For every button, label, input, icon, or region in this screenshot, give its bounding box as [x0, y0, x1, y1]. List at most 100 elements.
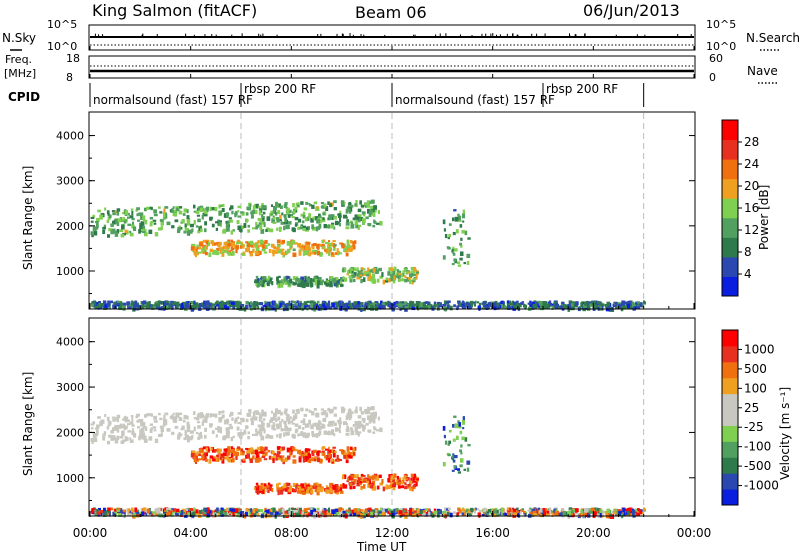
power-echo-cell: [376, 278, 380, 283]
velocity-echo-cell: [162, 423, 166, 427]
power-echo-cell: [237, 215, 242, 218]
velocity-echo-cell: [223, 419, 226, 425]
velocity-echo-cell: [562, 510, 566, 516]
velocity-echo-cell: [380, 507, 383, 511]
power-echo-cell: [599, 306, 602, 311]
velocity-echo-cell: [246, 453, 250, 459]
velocity-echo-cell: [305, 408, 309, 412]
velocity-echo-cell: [421, 511, 426, 516]
velocity-echo-cell: [159, 425, 164, 429]
power-echo-cell: [122, 302, 127, 306]
power-echo-cell: [398, 272, 401, 276]
velocity-echo-cell: [305, 488, 310, 494]
velocity-echo-cell: [373, 427, 377, 431]
colorbar-cell: [722, 120, 738, 141]
velocity-echo-cell: [387, 507, 390, 512]
power-echo-cell: [377, 210, 380, 215]
power-echo-cell: [277, 275, 281, 278]
power-echo-cell: [437, 303, 441, 308]
power-echo-cell: [368, 300, 372, 305]
power-echo-cell: [372, 224, 376, 228]
velocity-echo-cell: [366, 480, 370, 484]
velocity-echo-cell: [149, 428, 153, 433]
velocity-echo-cell: [519, 511, 522, 515]
velocity-echo-cell: [137, 426, 140, 429]
velocity-echo-cell: [157, 507, 161, 513]
velocity-echo-cell: [282, 458, 286, 462]
velocity-echo-cell: [170, 511, 174, 517]
power-echo-cell: [286, 211, 290, 216]
velocity-echo-cell: [593, 511, 597, 517]
power-echo-cell: [510, 302, 514, 306]
velocity-echo-cell: [255, 458, 260, 462]
power-echo-cell: [292, 208, 296, 211]
velocity-echo-cell: [289, 416, 292, 420]
velocity-echo-cell: [219, 426, 222, 430]
power-echo-cell: [122, 304, 126, 308]
velocity-echo-cell: [537, 507, 541, 510]
velocity-echo-cell: [99, 421, 103, 427]
power-echo-cell: [248, 303, 251, 308]
power-echo-cell: [451, 262, 455, 266]
noise-right-tick-top: 10^5: [706, 18, 736, 31]
colorbar-tick-label: 25: [744, 401, 759, 415]
power-echo-cell: [504, 305, 508, 310]
power-echo-cell: [114, 232, 119, 237]
power-echo-cell: [459, 251, 464, 256]
velocity-echo-cell: [184, 429, 187, 434]
velocity-echo-cell: [209, 413, 212, 418]
power-echo-cell: [272, 251, 275, 257]
power-echo-cell: [272, 300, 276, 306]
power-echo-cell: [366, 202, 370, 208]
velocity-echo-cell: [357, 477, 361, 482]
power-echo-cell: [391, 305, 395, 309]
colorbar-frame: [721, 329, 739, 506]
power-echo-cell: [424, 306, 429, 310]
power-echo-cell: [599, 302, 603, 307]
velocity-echo-cell: [210, 447, 213, 451]
power-echo-cell: [339, 242, 343, 245]
velocity-echo-cell: [136, 413, 140, 417]
velocity-echo-cell: [588, 509, 592, 512]
power-echo-cell: [107, 216, 111, 220]
velocity-echo-cell: [446, 512, 449, 516]
power-echo-cell: [362, 277, 366, 282]
velocity-echo-cell: [122, 423, 126, 427]
power-echo-cell: [452, 231, 456, 236]
power-echo-cell: [316, 300, 320, 304]
velocity-echo-cell: [120, 440, 125, 445]
velocity-echo-cell: [263, 428, 266, 434]
power-echo-cell: [268, 249, 272, 254]
velocity-echo-cell: [92, 421, 96, 425]
power-echo-cell: [363, 268, 366, 271]
power-echo-cell: [279, 280, 283, 284]
velocity-echo-cell: [300, 483, 305, 488]
power-echo-cell: [318, 215, 322, 219]
power-echo-cell: [237, 205, 242, 209]
velocity-echo-cell: [291, 422, 295, 425]
velocity-echo-cell: [529, 510, 533, 515]
velocity-echo-cell: [323, 507, 327, 513]
velocity-echo-cell: [344, 456, 349, 460]
velocity-echo-cell: [461, 436, 465, 441]
power-echo-cell: [356, 273, 359, 277]
power-echo-cell: [328, 306, 333, 310]
velocity-echo-cell: [333, 413, 337, 417]
velocity-echo-cell: [295, 484, 300, 489]
power-echo-cell: [352, 278, 356, 283]
noise-right-tick-bottom: 10^0: [706, 40, 736, 53]
power-echo-cell: [115, 218, 118, 224]
power-echo-cell: [90, 302, 94, 307]
velocity-echo-cell: [467, 513, 471, 517]
velocity-echo-cell: [294, 430, 298, 434]
power-echo-cell: [291, 216, 295, 219]
velocity-echo-cell: [261, 447, 265, 451]
velocity-echo-cell: [252, 411, 256, 417]
velocity-echo-cell: [412, 486, 416, 490]
velocity-echo-cell: [103, 431, 107, 434]
velocity-echo-cell: [245, 418, 249, 423]
power-echo-cell: [301, 304, 304, 308]
power-echo-cell: [211, 303, 215, 306]
velocity-echo-cell: [186, 424, 191, 429]
